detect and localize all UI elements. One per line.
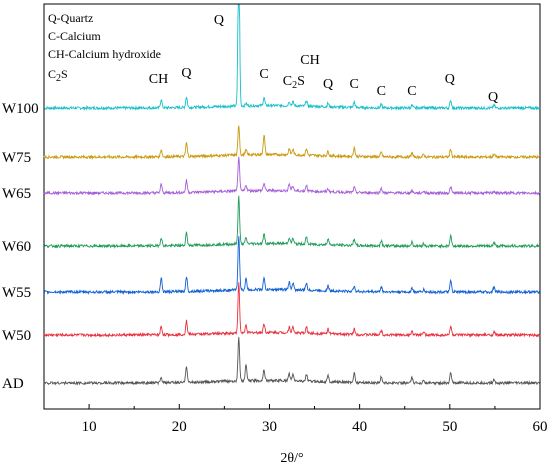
series-label-w65: W65 — [2, 186, 31, 202]
x-tick-label-40: 40 — [352, 419, 367, 435]
legend: Q-Quartz C-Calcium CH-Calcium hydroxide … — [48, 11, 161, 84]
series-label-ad: AD — [2, 376, 24, 392]
x-tick-label-20: 20 — [172, 419, 187, 435]
series-line-w65 — [43, 156, 541, 196]
sample-label-layer: W100 W75 W65 W60 W55 W50 AD — [2, 101, 39, 392]
series-label-w60: W60 — [2, 239, 31, 255]
peak-annotation: C — [350, 77, 359, 92]
peak-annotation: CH — [149, 72, 168, 87]
peak-annotation: Q — [445, 72, 455, 87]
legend-entry-calcium-hydroxide: CH-Calcium hydroxide — [48, 47, 161, 61]
plot-frame — [43, 3, 541, 410]
tick-layer: 10 20 30 40 50 60 — [43, 404, 548, 435]
trace-layer — [43, 4, 541, 386]
peak-annotation: C2S — [283, 74, 305, 91]
series-line-w100 — [43, 4, 541, 111]
peak-annotation: Q — [214, 13, 224, 28]
series-label-w55: W55 — [2, 285, 31, 301]
x-tick-label-30: 30 — [262, 419, 277, 435]
peak-annotation: C — [259, 67, 268, 82]
x-axis-label: 2θ/° — [280, 451, 303, 466]
x-tick-label-50: 50 — [442, 419, 457, 435]
peak-annotation: Q — [323, 77, 333, 92]
x-tick-label-10: 10 — [82, 419, 97, 435]
series-label-w100: W100 — [2, 101, 39, 117]
series-label-w50: W50 — [2, 328, 31, 344]
peak-label-layer: CH Q Q C C2S CH Q C C C Q Q — [149, 13, 498, 105]
series-line-w50 — [43, 282, 541, 338]
peak-annotation: C — [377, 84, 386, 99]
legend-entry-calcium: C-Calcium — [48, 29, 101, 43]
peak-annotation: CH — [300, 53, 319, 68]
series-line-w75 — [43, 125, 541, 160]
peak-annotation: Q — [181, 66, 191, 81]
series-label-w75: W75 — [2, 150, 31, 166]
series-line-w60 — [43, 195, 541, 249]
peak-annotation: Q — [488, 90, 498, 105]
peak-annotation: C — [407, 84, 416, 99]
legend-entry-quartz: Q-Quartz — [48, 11, 93, 25]
legend-entry-c2s: C2S — [48, 67, 68, 84]
x-tick-label-60: 60 — [533, 419, 548, 435]
series-line-ad — [43, 336, 540, 386]
series-line-w55 — [43, 236, 541, 295]
